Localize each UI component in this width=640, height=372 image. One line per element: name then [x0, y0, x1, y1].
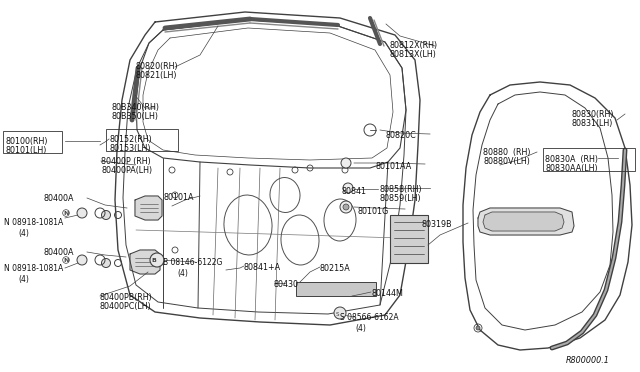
Text: 80400A: 80400A — [44, 194, 74, 203]
Text: 80400PB(RH): 80400PB(RH) — [100, 293, 153, 302]
Polygon shape — [483, 212, 564, 231]
Text: (4): (4) — [355, 324, 366, 333]
Circle shape — [77, 255, 87, 265]
Text: 80319B: 80319B — [421, 220, 452, 229]
Text: 80400PA(LH): 80400PA(LH) — [101, 166, 152, 175]
Text: 80831(LH): 80831(LH) — [571, 119, 612, 128]
Circle shape — [102, 259, 111, 267]
Circle shape — [340, 201, 352, 213]
Bar — [296, 282, 376, 296]
Bar — [390, 215, 428, 263]
Text: 80153(LH): 80153(LH) — [109, 144, 150, 153]
Text: S 08566-6162A: S 08566-6162A — [340, 313, 399, 322]
Text: 80830A  (RH): 80830A (RH) — [545, 155, 598, 164]
Text: N: N — [63, 211, 68, 215]
Polygon shape — [130, 250, 160, 274]
Text: 80859(LH): 80859(LH) — [379, 194, 420, 203]
Text: 80144M: 80144M — [371, 289, 403, 298]
Text: (4): (4) — [177, 269, 188, 278]
Text: B: B — [152, 259, 156, 263]
Text: 80880V(LH): 80880V(LH) — [483, 157, 530, 166]
Text: 80820(RH): 80820(RH) — [135, 62, 178, 71]
Text: 80B350(LH): 80B350(LH) — [112, 112, 159, 121]
Circle shape — [341, 158, 351, 168]
Text: 80101A: 80101A — [163, 193, 193, 202]
Text: 80841+A: 80841+A — [244, 263, 281, 272]
Circle shape — [334, 307, 346, 319]
Text: B 08146-6122G: B 08146-6122G — [163, 258, 222, 267]
Bar — [3, 131, 62, 153]
Text: S: S — [335, 311, 339, 317]
Text: 80152(RH): 80152(RH) — [109, 135, 152, 144]
Polygon shape — [478, 208, 574, 235]
Bar — [106, 129, 178, 151]
Text: 80820C: 80820C — [385, 131, 416, 140]
Text: 80812X(RH): 80812X(RH) — [389, 41, 437, 50]
Circle shape — [150, 253, 164, 267]
Text: (4): (4) — [18, 275, 29, 284]
Text: 80215A: 80215A — [320, 264, 351, 273]
Polygon shape — [135, 196, 162, 220]
Text: 80821(LH): 80821(LH) — [135, 71, 177, 80]
Text: 80841: 80841 — [341, 187, 366, 196]
Text: 80101AA: 80101AA — [376, 162, 412, 171]
Bar — [543, 148, 635, 171]
Circle shape — [77, 208, 87, 218]
Text: 80101G: 80101G — [358, 207, 389, 216]
Text: 80880  (RH): 80880 (RH) — [483, 148, 531, 157]
Text: 80400PC(LH): 80400PC(LH) — [100, 302, 152, 311]
Text: 80830AA(LH): 80830AA(LH) — [545, 164, 598, 173]
Text: (4): (4) — [18, 229, 29, 238]
Text: 80430: 80430 — [274, 280, 299, 289]
Text: 80100(RH): 80100(RH) — [6, 137, 49, 146]
Text: 80830(RH): 80830(RH) — [571, 110, 614, 119]
Text: N 08918-1081A: N 08918-1081A — [4, 264, 63, 273]
Text: 80400A: 80400A — [44, 248, 74, 257]
Text: R800000.1: R800000.1 — [566, 356, 610, 365]
Text: 80101(LH): 80101(LH) — [6, 146, 47, 155]
Circle shape — [102, 211, 111, 219]
Text: 80400P (RH): 80400P (RH) — [101, 157, 151, 166]
Text: 80B340(RH): 80B340(RH) — [112, 103, 160, 112]
Text: N 08918-1081A: N 08918-1081A — [4, 218, 63, 227]
Text: 80858(RH): 80858(RH) — [379, 185, 422, 194]
Circle shape — [476, 326, 480, 330]
Text: 80813X(LH): 80813X(LH) — [389, 50, 436, 59]
Circle shape — [343, 183, 353, 193]
Text: N: N — [63, 257, 68, 263]
Circle shape — [343, 204, 349, 210]
